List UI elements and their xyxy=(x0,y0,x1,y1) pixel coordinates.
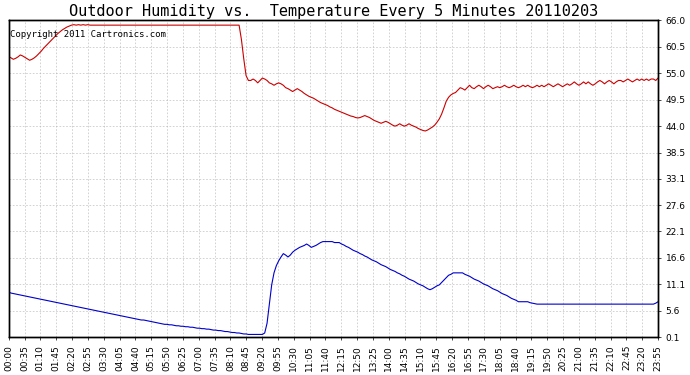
Text: Copyright 2011 Cartronics.com: Copyright 2011 Cartronics.com xyxy=(10,30,166,39)
Title: Outdoor Humidity vs.  Temperature Every 5 Minutes 20110203: Outdoor Humidity vs. Temperature Every 5… xyxy=(69,4,598,19)
